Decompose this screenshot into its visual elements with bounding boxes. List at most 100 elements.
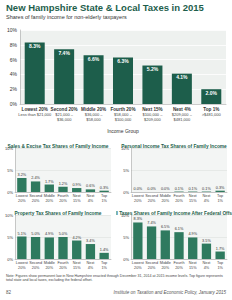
svg-text:5.0%: 5.0% bbox=[59, 232, 68, 236]
svg-text:6.5%: 6.5% bbox=[161, 225, 170, 229]
svg-text:20%: 20% bbox=[148, 266, 156, 270]
svg-text:4%: 4% bbox=[10, 71, 18, 77]
svg-text:1.7%: 1.7% bbox=[216, 247, 225, 251]
svg-text:Second 20%: Second 20% bbox=[51, 107, 78, 112]
svg-text:$481,000: $481,000 bbox=[174, 117, 191, 122]
svg-text:$100,000: $100,000 bbox=[115, 117, 132, 122]
svg-text:Lowest: Lowest bbox=[16, 261, 29, 265]
svg-text:Next: Next bbox=[189, 194, 198, 198]
svg-text:Next: Next bbox=[87, 261, 96, 265]
svg-text:4%: 4% bbox=[88, 199, 94, 203]
svg-text:20%: 20% bbox=[32, 199, 40, 203]
svg-text:Next: Next bbox=[73, 194, 82, 198]
svg-text:0%: 0% bbox=[123, 190, 129, 195]
svg-text:15%: 15% bbox=[73, 199, 81, 203]
svg-text:20%: 20% bbox=[18, 199, 26, 203]
svg-text:Next 15%: Next 15% bbox=[142, 107, 162, 112]
svg-text:Top 1%: Top 1% bbox=[203, 107, 219, 112]
svg-text:Fourth 20%: Fourth 20% bbox=[110, 107, 135, 112]
svg-text:5%: 5% bbox=[7, 168, 13, 173]
svg-text:15%: 15% bbox=[189, 199, 197, 203]
svg-text:4%: 4% bbox=[88, 266, 94, 270]
svg-text:Fourth: Fourth bbox=[58, 261, 69, 265]
svg-text:0.3%: 0.3% bbox=[216, 186, 225, 190]
svg-text:20%: 20% bbox=[175, 199, 183, 203]
svg-text:1%: 1% bbox=[217, 266, 223, 270]
svg-text:Middle: Middle bbox=[160, 261, 171, 265]
svg-text:All Taxes Shares of Family Inc: All Taxes Shares of Family Income After … bbox=[116, 211, 232, 216]
svg-text:20%: 20% bbox=[175, 266, 183, 270]
svg-text:20%: 20% bbox=[18, 266, 26, 270]
svg-text:5.2%: 5.2% bbox=[147, 66, 159, 72]
svg-text:2.0%: 2.0% bbox=[206, 90, 218, 96]
svg-text:5.0%: 5.0% bbox=[31, 232, 40, 236]
svg-text:15%: 15% bbox=[189, 266, 197, 270]
svg-text:5%: 5% bbox=[123, 168, 129, 173]
svg-text:4.9%: 4.9% bbox=[188, 232, 197, 236]
svg-text:5.1%: 5.1% bbox=[18, 232, 27, 236]
svg-text:Lowest: Lowest bbox=[16, 194, 29, 198]
svg-text:0.0%: 0.0% bbox=[161, 187, 170, 191]
svg-text:Next: Next bbox=[189, 261, 198, 265]
svg-text:2%: 2% bbox=[10, 86, 18, 92]
svg-text:4%: 4% bbox=[204, 266, 210, 270]
svg-text:Top: Top bbox=[217, 261, 223, 265]
svg-text:2.4%: 2.4% bbox=[31, 176, 40, 180]
svg-text:1.7%: 1.7% bbox=[45, 180, 54, 184]
svg-text:20%: 20% bbox=[32, 266, 40, 270]
svg-text:1.4%: 1.4% bbox=[100, 248, 109, 252]
svg-text:5%: 5% bbox=[123, 235, 129, 240]
svg-text:Next 4%: Next 4% bbox=[173, 107, 191, 112]
svg-text:6.3%: 6.3% bbox=[117, 58, 129, 64]
svg-text:Lowest 20%: Lowest 20% bbox=[22, 107, 48, 112]
svg-text:Second: Second bbox=[145, 261, 158, 265]
svg-text:20%: 20% bbox=[134, 199, 142, 203]
svg-text:0.3%: 0.3% bbox=[100, 186, 109, 190]
svg-text:1%: 1% bbox=[217, 199, 223, 203]
svg-text:20%: 20% bbox=[45, 199, 53, 203]
svg-text:Next: Next bbox=[73, 261, 82, 265]
svg-text:0.0%: 0.0% bbox=[147, 187, 156, 191]
svg-text:Lowest: Lowest bbox=[132, 194, 145, 198]
svg-text:Middle: Middle bbox=[160, 194, 171, 198]
svg-text:Fourth: Fourth bbox=[58, 194, 69, 198]
svg-text:0%: 0% bbox=[7, 257, 13, 262]
svg-text:Personal Income Tax Shares of: Personal Income Tax Shares of Family Inc… bbox=[121, 144, 227, 149]
svg-text:20%: 20% bbox=[161, 266, 169, 270]
svg-text:6.1%: 6.1% bbox=[175, 227, 184, 231]
svg-text:0%: 0% bbox=[7, 190, 13, 195]
svg-text:0.1%: 0.1% bbox=[175, 187, 184, 191]
svg-text:Fourth: Fourth bbox=[174, 261, 185, 265]
svg-text:Second: Second bbox=[29, 194, 42, 198]
svg-text:Top: Top bbox=[217, 194, 223, 198]
svg-text:8.3%: 8.3% bbox=[134, 217, 143, 221]
svg-text:$209,000: $209,000 bbox=[144, 117, 161, 122]
svg-text:20%: 20% bbox=[161, 199, 169, 203]
svg-text:7.4%: 7.4% bbox=[147, 221, 156, 225]
svg-text:1%: 1% bbox=[101, 266, 107, 270]
svg-text:0.9%: 0.9% bbox=[72, 183, 81, 187]
svg-text:10%: 10% bbox=[5, 213, 13, 218]
svg-text:Middle 20%: Middle 20% bbox=[81, 107, 106, 112]
svg-text:3.2%: 3.2% bbox=[18, 173, 27, 177]
svg-text:Next: Next bbox=[87, 194, 96, 198]
svg-text:3.4%: 3.4% bbox=[86, 239, 95, 243]
svg-text:4.2%: 4.2% bbox=[72, 236, 81, 240]
svg-text:6%: 6% bbox=[10, 57, 18, 63]
svg-text:0.0%: 0.0% bbox=[134, 187, 143, 191]
svg-text:6.6%: 6.6% bbox=[88, 56, 100, 62]
svg-text:20%: 20% bbox=[59, 199, 67, 203]
svg-text:15%: 15% bbox=[73, 266, 81, 270]
svg-text:Middle: Middle bbox=[44, 194, 55, 198]
svg-text:0.6%: 0.6% bbox=[86, 184, 95, 188]
svg-text:4.9%: 4.9% bbox=[45, 232, 54, 236]
svg-text:Lowest: Lowest bbox=[132, 261, 145, 265]
svg-text:Sales & Excise Tax Shares of F: Sales & Excise Tax Shares of Family Inco… bbox=[8, 144, 109, 149]
svg-text:>$481,000: >$481,000 bbox=[202, 112, 222, 117]
svg-text:20%: 20% bbox=[148, 199, 156, 203]
svg-text:Less than $21,000: Less than $21,000 bbox=[18, 112, 52, 117]
svg-text:Second: Second bbox=[145, 194, 158, 198]
svg-text:Property Tax Shares of Family: Property Tax Shares of Family Income bbox=[15, 211, 102, 216]
svg-text:20%: 20% bbox=[59, 266, 67, 270]
svg-text:0.1%: 0.1% bbox=[202, 187, 211, 191]
